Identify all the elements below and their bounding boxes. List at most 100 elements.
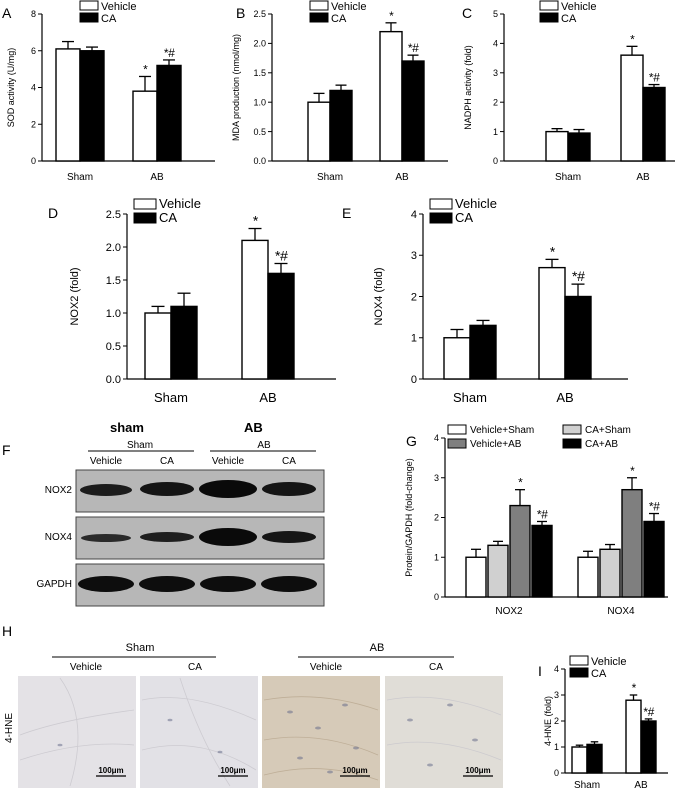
legend-swatch [79, 12, 99, 23]
bar [571, 746, 588, 774]
nuclei [57, 703, 478, 774]
legend-label: Vehicle [591, 656, 626, 668]
scale-bar-label: 100μm [342, 766, 367, 775]
bar [586, 743, 603, 774]
wb-row-nox4: NOX4 [45, 532, 73, 543]
x-tick-label: Sham [453, 390, 487, 405]
y-tick-label: 1.5 [106, 275, 121, 287]
bar [379, 30, 403, 162]
x-tick-label: AB [395, 172, 409, 183]
micrograph-ab-vehicle [262, 676, 380, 788]
wb-group-ab: AB [257, 440, 271, 451]
wb-lane-1: Vehicle [90, 456, 123, 467]
legend-label: CA [101, 13, 117, 25]
legend-swatch [562, 424, 582, 435]
y-axis-label: 4-HNE (fold) [543, 696, 553, 746]
histo-col-2: CA [188, 662, 202, 673]
tissue-texture [19, 677, 502, 787]
histo-col-1: Vehicle [70, 662, 103, 673]
y-tick-label: 1.5 [253, 68, 266, 78]
bar [55, 48, 81, 162]
bar [545, 130, 569, 162]
significance-marker: *# [407, 41, 419, 55]
bar [443, 337, 471, 380]
y-tick-label: 0.0 [106, 374, 121, 386]
y-tick-label: 1 [493, 127, 498, 137]
histo-col-4: CA [429, 662, 443, 673]
y-axis-label: NOX4 (fold) [373, 267, 385, 325]
bar [132, 90, 158, 162]
panel-letter-h: H [2, 623, 12, 639]
bar [307, 101, 331, 162]
bar [487, 544, 509, 598]
band-nox2-2 [140, 482, 194, 496]
bar [621, 488, 643, 598]
bar [267, 272, 295, 380]
scale-bars: 100μm 100μm 100μm 100μm [96, 766, 493, 777]
legend-label: Vehicle [101, 1, 136, 13]
y-tick-label: 0 [554, 768, 559, 778]
band-nox4-4 [262, 531, 316, 543]
legend-swatch [569, 655, 589, 666]
scale-bar-label: 100μm [220, 766, 245, 775]
y-tick-label: 8 [31, 9, 36, 19]
significance-marker: *# [571, 268, 584, 284]
panel-letter-g: G [406, 433, 417, 449]
micrograph-sham-ca [140, 676, 258, 788]
bar [625, 699, 642, 774]
y-tick-label: 0.5 [253, 127, 266, 137]
x-tick-label: Sham [67, 172, 93, 183]
significance-marker: * [631, 681, 636, 695]
legend-label: Vehicle [561, 1, 596, 13]
bar [469, 324, 497, 380]
x-tick-label: NOX2 [495, 606, 523, 617]
wb-lane-3: Vehicle [212, 456, 245, 467]
wb-lane-2: CA [160, 456, 174, 467]
y-tick-label: 0.0 [253, 156, 266, 166]
legend-swatch [429, 212, 453, 224]
panel-letter-d: D [48, 205, 58, 221]
band-nox2-1 [80, 484, 132, 496]
significance-marker: * [549, 243, 555, 259]
significance-marker: * [143, 62, 148, 76]
band-nox2-4 [262, 482, 316, 496]
y-tick-label: 0 [493, 156, 498, 166]
legend-swatch [309, 12, 329, 23]
legend-swatch [569, 667, 589, 678]
y-tick-label: 1.0 [253, 97, 266, 107]
histo-row-label: 4-HNE [4, 713, 15, 743]
legend-label: CA+AB [585, 439, 618, 450]
legend-label: CA [331, 13, 347, 25]
band-nox2-3 [199, 480, 257, 498]
wb-lane-4: CA [282, 456, 296, 467]
panel-letter-f: F [2, 442, 11, 458]
y-tick-label: 5 [493, 9, 498, 19]
y-tick-label: 2 [493, 97, 498, 107]
legend-swatch [429, 198, 453, 210]
panel-letter-a: A [2, 5, 12, 21]
y-axis-label: MDA production (nmol/mg) [231, 34, 241, 141]
y-tick-label: 2.5 [106, 209, 121, 221]
y-axis-label: NOX2 (fold) [69, 267, 81, 325]
significance-marker: *# [536, 507, 548, 521]
western-blot-panel: F sham AB Sham AB Vehicle CA Vehicle CA … [2, 420, 325, 607]
bar [401, 60, 425, 162]
bar-chart-d: D 0.0 0.5 1.0 1.5 2.0 2.5 NOX2 (fold) Sham AB * *# V… [48, 196, 336, 405]
bar [564, 295, 592, 380]
significance-marker: * [518, 476, 523, 490]
band-gapdh-2 [139, 576, 195, 592]
legend-label: Vehicle [455, 196, 497, 211]
legend-swatch [133, 198, 157, 210]
bar [577, 556, 599, 598]
significance-marker: *# [643, 705, 655, 719]
legend-label: CA+Sham [585, 425, 631, 436]
x-tick-label: NOX4 [607, 606, 635, 617]
y-tick-label: 4 [554, 664, 559, 674]
significance-marker: * [252, 213, 258, 229]
